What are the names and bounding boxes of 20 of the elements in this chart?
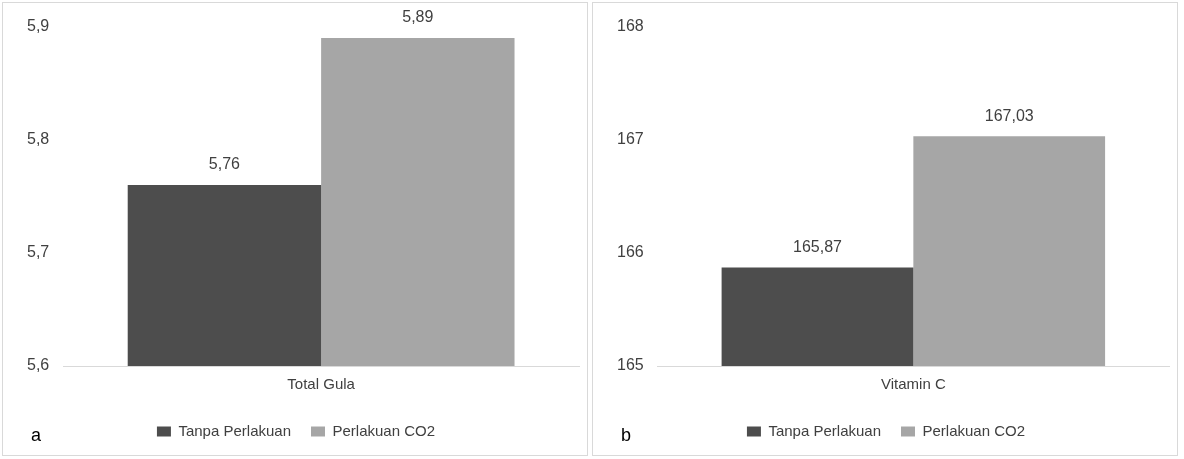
y-tick-label: 5,8 — [26, 130, 50, 148]
data-label: 5,89 — [402, 8, 434, 26]
y-tick-label: 167 — [616, 130, 644, 148]
data-label: 167,03 — [984, 106, 1034, 124]
text: b — [621, 424, 632, 445]
y-tick-label: 168 — [616, 17, 644, 35]
y-tick-label: 166 — [616, 243, 644, 261]
x-tick-label: Total Gula — [287, 375, 356, 393]
y-tick-label: 5,6 — [26, 356, 50, 374]
text: a — [31, 424, 42, 445]
legend-label: Tanpa Perlakuan — [178, 421, 292, 439]
legend-label: Tanpa Perlakuan — [768, 421, 882, 439]
y-tick-label: 5,9 — [26, 17, 50, 35]
data-label: 165,87 — [793, 237, 843, 255]
legend-label: Perlakuan CO2 — [922, 421, 1026, 439]
y-tick-label: 5,7 — [26, 243, 50, 261]
data-label: 5,76 — [208, 155, 241, 173]
x-tick-label: Vitamin C — [880, 375, 946, 393]
y-tick-label: 165 — [616, 356, 644, 374]
legend-label: Perlakuan CO2 — [332, 421, 436, 439]
